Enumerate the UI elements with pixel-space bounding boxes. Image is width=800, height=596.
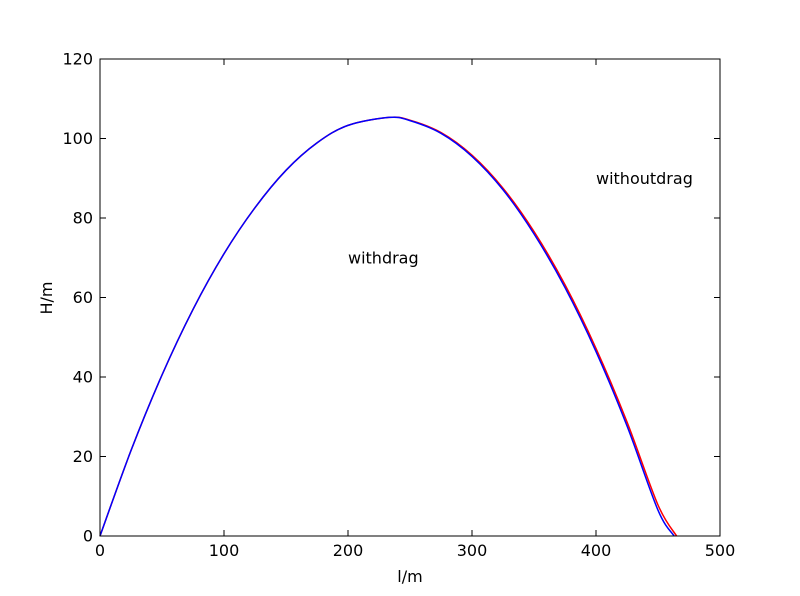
series-line-2	[99, 116, 675, 537]
annotation-withdrag: withdrag	[348, 248, 419, 267]
y-axis-label: H/m	[37, 281, 56, 314]
x-tick-label: 0	[95, 541, 105, 560]
x-tick-label: 500	[705, 541, 736, 560]
y-tick-label: 60	[73, 288, 93, 307]
x-tick-label: 100	[209, 541, 240, 560]
x-tick-label: 400	[581, 541, 612, 560]
annotation-withoutdrag: withoutdrag	[596, 169, 693, 188]
series-layer	[99, 116, 678, 537]
x-tick-label: 300	[457, 541, 488, 560]
y-tick-label: 100	[62, 129, 93, 148]
annotation-layer: withoutdrag withdrag	[348, 169, 693, 268]
y-tick-label: 120	[62, 50, 93, 69]
y-tick-label: 40	[73, 368, 93, 387]
y-tick-label: 0	[83, 527, 93, 546]
x-axis-label: l/m	[397, 567, 422, 586]
y-tick-label: 80	[73, 209, 93, 228]
tick-layer: 0 100 200 300 400 500 0 20 40 60 80 100 120	[62, 50, 735, 561]
x-tick-label: 200	[333, 541, 364, 560]
y-tick-label: 20	[73, 447, 93, 466]
